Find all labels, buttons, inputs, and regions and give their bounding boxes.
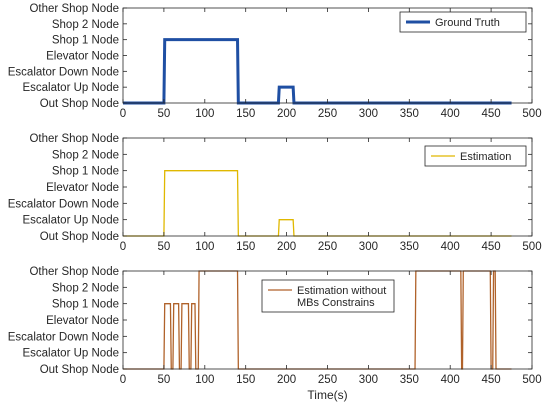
y-tick-label: Shop 1 Node: [52, 299, 119, 311]
x-tick-label: 250: [318, 108, 337, 120]
y-tick-label: Shop 2 Node: [52, 149, 119, 161]
x-tick-label: 250: [318, 374, 337, 386]
subplot-2: 0 50 100 150 200 250 300 350 400 450 500 Out Shop N…: [8, 133, 542, 253]
x-tick-label: 100: [195, 241, 214, 253]
legend-label: Ground Truth: [435, 17, 500, 29]
y-tick-label: Other Shop Node: [29, 133, 119, 145]
y-tick-label: Shop 1 Node: [52, 35, 119, 47]
y-tick-label: Shop 2 Node: [52, 19, 119, 31]
x-tick-label: 500: [522, 108, 541, 120]
y-tick-label: Escalator Up Node: [22, 348, 119, 360]
y-tick-label: Escalator Up Node: [22, 82, 119, 94]
x-tick-label: 200: [277, 241, 296, 253]
x-tick-label: 200: [277, 374, 296, 386]
x-tick-label: 450: [482, 108, 501, 120]
x-tick-label: 350: [400, 108, 419, 120]
legend: Estimation: [424, 145, 527, 167]
x-tick-label: 0: [120, 241, 126, 253]
x-tick-label: 300: [359, 241, 378, 253]
y-tick-label: Escalator Up Node: [22, 215, 119, 227]
x-tick-label: 0: [120, 108, 126, 120]
legend-box: [261, 279, 395, 313]
y-tick-label: Elevator Node: [46, 315, 119, 327]
x-tick-label: 0: [120, 374, 126, 386]
y-tick-label: Elevator Node: [46, 51, 119, 63]
y-tick-label: Out Shop Node: [40, 231, 119, 243]
legend: Ground Truth: [399, 11, 527, 33]
x-axis-label: Time(s): [307, 388, 347, 402]
x-tick-label: 450: [482, 241, 501, 253]
y-tick-label: Out Shop Node: [40, 364, 119, 376]
y-tick-label: Escalator Down Node: [8, 198, 119, 210]
y-tick-label: Other Shop Node: [29, 3, 119, 15]
x-tick-label: 50: [158, 241, 171, 253]
x-tick-label: 200: [277, 108, 296, 120]
y-tick-label: Out Shop Node: [40, 98, 119, 110]
y-tick-label: Elevator Node: [46, 182, 119, 194]
x-tick-label: 100: [195, 108, 214, 120]
legend-label: MBs Constrains: [297, 297, 375, 309]
y-tick-label: Shop 2 Node: [52, 282, 119, 294]
y-tick-label: Other Shop Node: [29, 266, 119, 278]
y-tick-label: Shop 1 Node: [52, 166, 119, 178]
legend-box: [399, 11, 527, 33]
legend-label: Estimation: [460, 151, 511, 163]
x-tick-label: 300: [359, 374, 378, 386]
subplot-3: 0 50 100 150 200 250 300 350 400 450 500 Out Shop N…: [8, 266, 542, 402]
series-line-1: [123, 270, 512, 370]
x-tick-label: 400: [441, 108, 460, 120]
legend-box: [424, 145, 527, 167]
x-tick-label: 150: [236, 374, 255, 386]
x-tick-label: 350: [400, 374, 419, 386]
x-tick-label: 50: [158, 374, 171, 386]
x-tick-label: 450: [482, 374, 501, 386]
x-tick-label: 350: [400, 241, 419, 253]
x-tick-label: 150: [236, 108, 255, 120]
y-tick-label: Escalator Down Node: [8, 331, 119, 343]
x-tick-label: 100: [195, 374, 214, 386]
x-tick-label: 500: [522, 241, 541, 253]
x-tick-label: 150: [236, 241, 255, 253]
x-tick-label: 250: [318, 241, 337, 253]
subplot-1: 0 50 100 150 200 250 300 350 400 450 500 Out Shop N…: [8, 3, 542, 120]
legend-label: Estimation without: [297, 285, 386, 297]
x-tick-label: 300: [359, 108, 378, 120]
y-tick-label: Escalator Down Node: [8, 66, 119, 78]
x-tick-label: 400: [441, 374, 460, 386]
x-tick-label: 50: [158, 108, 171, 120]
x-tick-label: 500: [522, 374, 541, 386]
x-tick-label: 400: [441, 241, 460, 253]
